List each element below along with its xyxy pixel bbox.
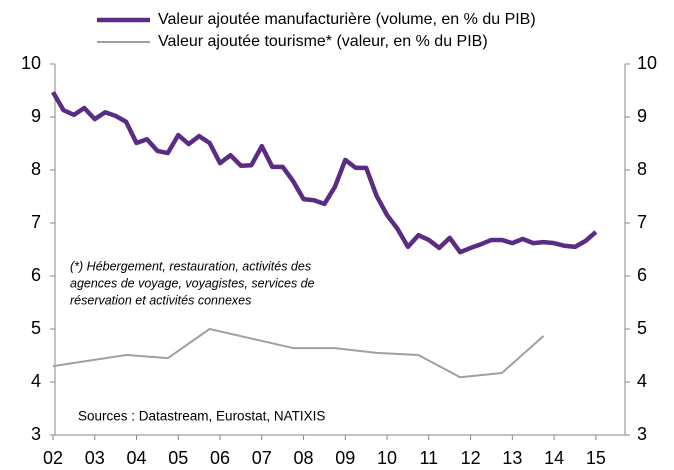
y-tick-label: 7 — [31, 212, 41, 232]
legend-label: Valeur ajoutée manufacturière (volume, e… — [158, 11, 536, 28]
y-tick-label: 9 — [31, 106, 41, 126]
x-tick-label: 08 — [294, 448, 314, 468]
y2-tick-label: 5 — [637, 318, 647, 338]
x-tick-label: 06 — [210, 448, 230, 468]
x-tick-label: 04 — [127, 448, 147, 468]
x-tick-label: 03 — [85, 448, 105, 468]
y-tick-label: 8 — [31, 159, 41, 179]
x-tick-label: 12 — [461, 448, 481, 468]
x-tick-label: 09 — [335, 448, 355, 468]
source: Sources : Datastream, Eurostat, NATIXIS — [78, 409, 325, 424]
x-tick-label: 07 — [252, 448, 272, 468]
annotation: (*) Hébergement, restauration, activités… — [70, 259, 311, 273]
x-tick-label: 05 — [168, 448, 188, 468]
x-tick-label: 10 — [377, 448, 397, 468]
y2-tick-label: 7 — [637, 212, 647, 232]
x-tick-label: 02 — [43, 448, 63, 468]
x-tick-label: 14 — [544, 448, 564, 468]
y-tick-label: 5 — [31, 318, 41, 338]
annotation: agences de voyage, voyagistes, services … — [70, 276, 315, 290]
y-tick-label: 10 — [21, 53, 41, 73]
series-line — [51, 90, 598, 255]
x-tick-label: 11 — [419, 448, 438, 468]
legend-label: Valeur ajoutée tourisme* (valeur, en % d… — [158, 33, 488, 50]
y-tick-label: 3 — [31, 424, 41, 444]
y2-tick-label: 6 — [637, 265, 647, 285]
y2-tick-label: 9 — [637, 106, 647, 126]
y2-tick-label: 3 — [637, 424, 647, 444]
annotation: réservation et activités connexes — [70, 293, 251, 307]
y-tick-label: 6 — [31, 265, 41, 285]
y2-tick-label: 8 — [637, 159, 647, 179]
y2-tick-label: 10 — [637, 53, 657, 73]
x-tick-label: 13 — [502, 448, 522, 468]
x-tick-label: 15 — [586, 448, 606, 468]
y2-tick-label: 4 — [637, 371, 647, 391]
y-tick-label: 4 — [31, 371, 41, 391]
series-line — [52, 328, 545, 379]
